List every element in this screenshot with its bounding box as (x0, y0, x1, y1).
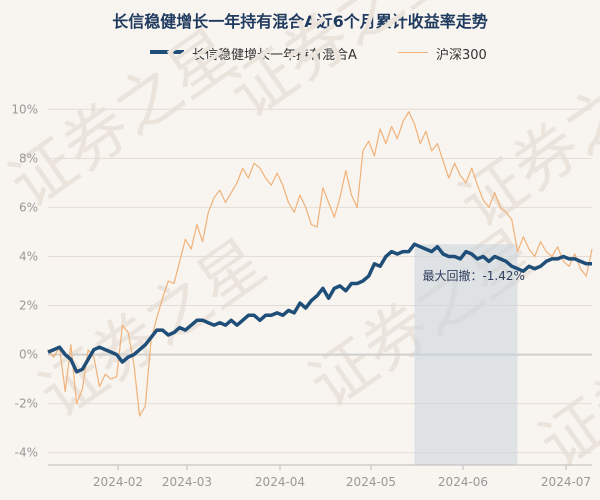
y-tick-label: 8% (19, 151, 38, 165)
max-drawdown-region (414, 244, 518, 465)
max-drawdown-label: 最大回撤：-1.42% (422, 268, 524, 283)
x-tick-label: 2024-05 (346, 475, 396, 489)
y-tick-label: 10% (11, 102, 38, 116)
fund-line (47, 242, 592, 374)
x-tick-label: 2024-02 (93, 475, 143, 489)
index-line (47, 111, 593, 417)
legend-label-index: 沪深300 (436, 48, 487, 63)
x-tick-label: 2024-03 (162, 475, 212, 489)
x-tick-label: 2024-04 (255, 475, 305, 489)
watermark-text: 证券之星 (447, 36, 600, 243)
watermark-text: 证券之星 (217, 0, 469, 133)
y-tick-label: 2% (19, 299, 38, 313)
chart-title: 长信稳健增长一年持有混合A近6个月累计收益率走势 (112, 12, 488, 31)
legend-label-fund: 长信稳健增长一年持有混合A (192, 48, 357, 63)
x-tick-label: 2024-06 (438, 475, 488, 489)
legend-swatch-index (398, 52, 428, 53)
legend: 长信稳健增长一年持有混合A 沪深300 (0, 44, 600, 64)
x-tick-label: 2024-07 (541, 475, 591, 489)
y-tick-label: 4% (19, 249, 38, 263)
y-tick-label: -2% (15, 397, 38, 411)
y-tick-label: 6% (19, 200, 38, 214)
y-tick-label: 0% (19, 348, 38, 362)
legend-swatch-fund (150, 50, 184, 54)
watermark-text: 证券之星 (527, 276, 600, 483)
watermark-text: 证券之星 (0, 16, 249, 223)
y-tick-label: -4% (15, 446, 38, 460)
